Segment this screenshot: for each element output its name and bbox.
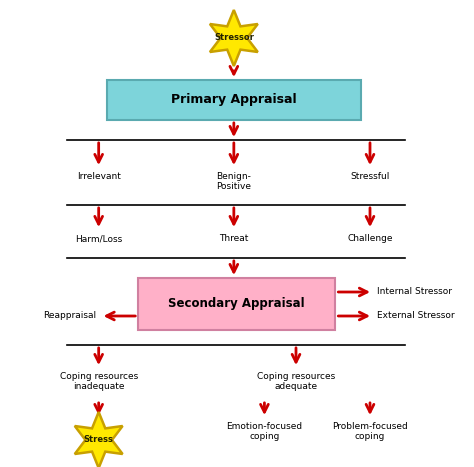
Text: Problem-focused
coping: Problem-focused coping <box>332 422 408 441</box>
Text: Reappraisal: Reappraisal <box>44 311 97 320</box>
Text: External Stressor: External Stressor <box>377 311 455 320</box>
Text: Stressor: Stressor <box>214 34 254 42</box>
Text: Internal Stressor: Internal Stressor <box>377 288 452 297</box>
Text: Secondary Appraisal: Secondary Appraisal <box>168 297 305 311</box>
Polygon shape <box>210 10 258 66</box>
Text: Threat: Threat <box>219 234 248 243</box>
Text: Stressful: Stressful <box>350 172 390 181</box>
Polygon shape <box>75 412 123 467</box>
FancyBboxPatch shape <box>107 80 361 120</box>
Text: Harm/Loss: Harm/Loss <box>75 234 122 243</box>
Text: Irrelevant: Irrelevant <box>77 172 120 181</box>
Text: Challenge: Challenge <box>347 234 393 243</box>
Text: Primary Appraisal: Primary Appraisal <box>171 93 297 106</box>
FancyBboxPatch shape <box>138 278 336 330</box>
Text: Coping resources
adequate: Coping resources adequate <box>257 372 335 391</box>
Text: Coping resources
inadequate: Coping resources inadequate <box>60 372 138 391</box>
Text: Emotion-focused
coping: Emotion-focused coping <box>227 422 302 441</box>
Text: Benign-
Positive: Benign- Positive <box>216 172 251 191</box>
Text: Stress: Stress <box>84 436 114 445</box>
